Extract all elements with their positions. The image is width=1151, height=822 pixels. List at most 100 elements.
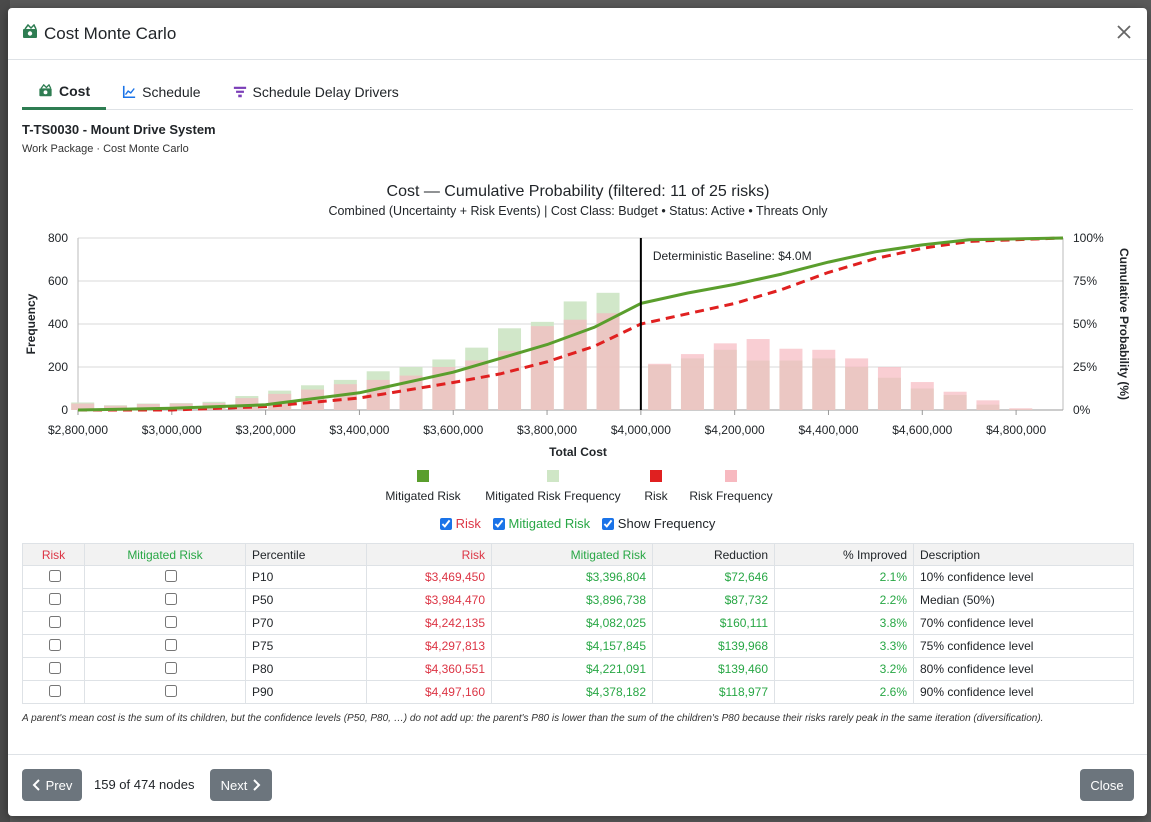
y-tick-label: 200 (48, 360, 68, 374)
modal-header: Cost Monte Carlo (8, 8, 1147, 60)
y2-tick-label: 100% (1073, 231, 1104, 245)
tab-schedule-delay-drivers[interactable]: Schedule Delay Drivers (217, 74, 415, 110)
legend-label: Mitigated Risk Frequency (485, 489, 620, 503)
legend-label: Mitigated Risk (385, 489, 461, 503)
mitigated-row-checkbox-cell (84, 611, 246, 635)
improved-cell: 2.1% (774, 565, 914, 589)
improved-cell: 3.8% (774, 611, 914, 635)
description-cell: 80% confidence level (913, 657, 1134, 681)
risk-frequency-bar (910, 382, 934, 410)
mitigated-row-checkbox[interactable] (165, 592, 177, 605)
risk-frequency-bar (71, 403, 95, 410)
chart-line-icon (123, 85, 136, 99)
y2-tick-label: 25% (1073, 360, 1097, 374)
improved-cell: 3.2% (774, 657, 914, 681)
table-row: P10 $3,469,450 $3,396,804 $72,646 2.1% 10% co… (22, 565, 1134, 589)
y-tick-label: 800 (48, 231, 68, 245)
x-tick-label: $3,600,000 (423, 423, 483, 437)
table-row: P80 $4,360,551 $4,221,091 $139,460 3.2% 80% c… (22, 657, 1134, 681)
legend-swatch (650, 470, 662, 482)
risk-row-checkbox-cell (22, 611, 85, 635)
chart-title: Cost — Cumulative Probability (filtered:… (387, 183, 770, 200)
close-icon[interactable] (1113, 22, 1135, 44)
tab-schedule[interactable]: Schedule (106, 74, 216, 110)
risk-frequency-bar (976, 400, 1000, 410)
risk-row-checkbox[interactable] (49, 661, 61, 674)
tab-label: Schedule Delay Drivers (252, 84, 399, 100)
percentile-cell: P90 (245, 680, 367, 704)
chevron-left-icon (32, 779, 40, 791)
next-button[interactable]: Next (210, 769, 272, 801)
description-cell: 90% confidence level (913, 680, 1134, 704)
percentile-cell: P50 (245, 588, 367, 612)
risk-value-cell: $4,497,160 (366, 680, 492, 704)
money-icon (22, 23, 38, 43)
mitigated-row-checkbox-cell (84, 565, 246, 589)
prev-button[interactable]: Prev (22, 769, 82, 801)
col-percentile: Percentile (245, 543, 367, 566)
table-row: P75 $4,297,813 $4,157,845 $139,968 3.3% 75% c… (22, 634, 1134, 658)
legend-label: Risk (644, 489, 668, 503)
col-improved: % Improved (774, 543, 914, 566)
mitigated-row-checkbox[interactable] (165, 569, 177, 582)
reduction-cell: $118,977 (652, 680, 775, 704)
reduction-cell: $139,968 (652, 634, 775, 658)
description-cell: 70% confidence level (913, 611, 1134, 635)
modal-footer: Prev 159 of 474 nodes Next Close (8, 754, 1147, 816)
risk-frequency-bar (648, 363, 672, 410)
x-tick-label: $3,000,000 (142, 423, 202, 437)
chart-svg: Cost — Cumulative Probability (filtered:… (24, 183, 1131, 503)
toggle-mitigated-risk[interactable]: Mitigated Risk (492, 516, 590, 531)
risk-value-cell: $4,360,551 (366, 657, 492, 681)
risk-row-checkbox[interactable] (49, 592, 61, 605)
mitigated-value-cell: $4,082,025 (491, 611, 653, 635)
toggle-risk[interactable]: Risk (439, 516, 481, 531)
node-title: T-TS0030 - Mount Drive System (22, 122, 216, 137)
improved-cell: 2.2% (774, 588, 914, 612)
y2-tick-label: 50% (1073, 317, 1097, 331)
show-frequency-checkbox[interactable] (601, 517, 614, 530)
tab-cost[interactable]: Cost (22, 74, 107, 110)
table-row: P70 $4,242,135 $4,082,025 $160,111 3.8% 70% c… (22, 611, 1134, 635)
y-tick-label: 400 (48, 317, 68, 331)
node-subtitle: Work Package · Cost Monte Carlo (22, 143, 189, 155)
close-button[interactable]: Close (1080, 769, 1134, 801)
risk-value-cell: $3,469,450 (366, 565, 492, 589)
y-tick-label: 0 (61, 403, 68, 417)
x-tick-label: $4,000,000 (611, 423, 671, 437)
mitigated-row-checkbox-cell (84, 680, 246, 704)
table-header-row: Risk Mitigated Risk Percentile Risk Miti… (22, 543, 1134, 566)
col-description: Description (913, 543, 1134, 566)
y2-axis-label: Cumulative Probability (%) (1117, 248, 1131, 400)
mitigated-risk-checkbox[interactable] (492, 517, 505, 530)
description-cell: Median (50%) (913, 588, 1134, 612)
risk-row-checkbox[interactable] (49, 638, 61, 651)
mitigated-value-cell: $4,221,091 (491, 657, 653, 681)
mitigated-row-checkbox[interactable] (165, 615, 177, 628)
cost-monte-carlo-modal: Cost Monte Carlo Cost Schedule (8, 8, 1147, 816)
legend-swatch (547, 470, 559, 482)
mitigated-row-checkbox[interactable] (165, 661, 177, 674)
risk-row-checkbox[interactable] (49, 615, 61, 628)
funnel-icon (233, 86, 246, 98)
reduction-cell: $160,111 (652, 611, 775, 635)
legend-swatch (725, 470, 737, 482)
risk-frequency-bar (498, 350, 522, 410)
col-reduction: Reduction (652, 543, 775, 566)
mitigated-row-checkbox[interactable] (165, 638, 177, 651)
mitigated-row-checkbox-cell (84, 588, 246, 612)
table-row: P90 $4,497,160 $4,378,182 $118,977 2.6% 90% c… (22, 680, 1134, 704)
risk-row-checkbox[interactable] (49, 569, 61, 582)
risk-row-checkbox[interactable] (49, 684, 61, 697)
risk-checkbox[interactable] (439, 517, 452, 530)
risk-value-cell: $4,242,135 (366, 611, 492, 635)
toggle-show-frequency[interactable]: Show Frequency (601, 516, 715, 531)
mitigated-row-checkbox-cell (84, 657, 246, 681)
x-tick-label: $4,400,000 (798, 423, 858, 437)
mitigated-row-checkbox[interactable] (165, 684, 177, 697)
x-tick-label: $4,600,000 (892, 423, 952, 437)
percentile-cell: P10 (245, 565, 367, 589)
risk-frequency-bar (1009, 408, 1033, 410)
col-risk-select: Risk (22, 543, 85, 566)
risk-frequency-bar (746, 339, 770, 410)
